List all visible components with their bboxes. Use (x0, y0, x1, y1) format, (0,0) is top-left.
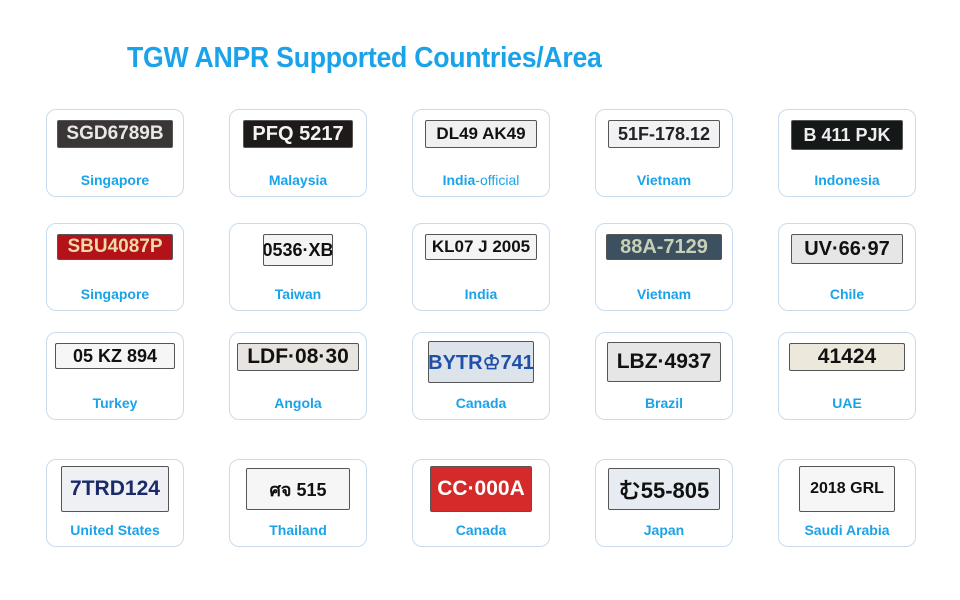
license-plate-image: 7TRD124 (61, 466, 169, 512)
country-label: India (413, 286, 549, 302)
country-name: Chile (829, 286, 865, 302)
country-card: ศจ 515 Thailand (229, 459, 367, 547)
country-name: Taiwan (274, 286, 322, 302)
country-label: Brazil (596, 395, 732, 411)
license-plate-image: BYTR♔741 (428, 341, 534, 383)
country-card: む55-805 Japan (595, 459, 733, 547)
country-label: Canada (413, 395, 549, 411)
country-card: KL07 J 2005 India (412, 223, 550, 311)
country-label: Thailand (230, 522, 366, 538)
country-card: SGD6789B Singapore (46, 109, 184, 197)
license-plate-image: LBZ·4937 (607, 342, 721, 382)
country-label: Chile (779, 286, 915, 302)
country-label: Taiwan (230, 286, 366, 302)
country-name: United States (70, 522, 160, 538)
license-plate-image: B 411 PJK (791, 120, 903, 150)
country-label: Angola (230, 395, 366, 411)
country-card: SBU4087P Singapore (46, 223, 184, 311)
license-plate-image: 51F-178.12 (608, 120, 720, 148)
country-label: Indonesia (779, 172, 915, 188)
country-card: LDF·08·30 Angola (229, 332, 367, 420)
country-name: Canada (455, 395, 507, 411)
license-plate-image: SGD6789B (57, 120, 173, 148)
country-label: India-official (413, 172, 549, 188)
country-label: Canada (413, 522, 549, 538)
license-plate-image: 88A-7129 (606, 234, 722, 260)
country-label: Singapore (47, 172, 183, 188)
country-card: LBZ·4937 Brazil (595, 332, 733, 420)
country-label: Singapore (47, 286, 183, 302)
page-title: TGW ANPR Supported Countries/Area (127, 42, 602, 74)
country-name: India (464, 286, 498, 302)
license-plate-image: む55-805 (608, 468, 720, 510)
country-label: Saudi Arabia (779, 522, 915, 538)
country-name: Thailand (269, 522, 327, 538)
country-name: Vietnam (636, 172, 692, 188)
country-label: UAE (779, 395, 915, 411)
country-name: Turkey (92, 395, 138, 411)
country-card: CC·000A Canada (412, 459, 550, 547)
license-plate-image: ศจ 515 (246, 468, 350, 510)
license-plate-image: 41424 (789, 343, 905, 371)
country-card: 05 KZ 894 Turkey (46, 332, 184, 420)
country-name: Malaysia (268, 172, 328, 188)
country-name: Japan (643, 522, 685, 538)
country-card: B 411 PJK Indonesia (778, 109, 916, 197)
country-label: United States (47, 522, 183, 538)
country-name: Canada (455, 522, 507, 538)
country-name: India (442, 172, 476, 188)
country-name: Singapore (80, 172, 150, 188)
license-plate-image: DL49 AK49 (425, 120, 537, 148)
license-plate-image: 0536·XB (263, 234, 333, 266)
country-name: Vietnam (636, 286, 692, 302)
license-plate-image: SBU4087P (57, 234, 173, 260)
country-card: DL49 AK49 India-official (412, 109, 550, 197)
country-card: 7TRD124 United States (46, 459, 184, 547)
license-plate-image: CC·000A (430, 466, 532, 512)
license-plate-image: PFQ 5217 (243, 120, 353, 148)
country-suffix: -official (475, 172, 520, 188)
country-card: UV·66·97 Chile (778, 223, 916, 311)
country-card: PFQ 5217 Malaysia (229, 109, 367, 197)
country-label: Japan (596, 522, 732, 538)
license-plate-image: UV·66·97 (791, 234, 903, 264)
country-label: Turkey (47, 395, 183, 411)
country-name: Saudi Arabia (804, 522, 890, 538)
country-label: Vietnam (596, 286, 732, 302)
country-name: UAE (832, 395, 862, 411)
country-label: Vietnam (596, 172, 732, 188)
country-name: Brazil (644, 395, 684, 411)
country-card: 41424 UAE (778, 332, 916, 420)
country-name: Singapore (80, 286, 150, 302)
license-plate-image: 05 KZ 894 (55, 343, 175, 369)
country-card: 2018 GRL Saudi Arabia (778, 459, 916, 547)
country-label: Malaysia (230, 172, 366, 188)
country-card: BYTR♔741 Canada (412, 332, 550, 420)
license-plate-image: KL07 J 2005 (425, 234, 537, 260)
country-name: Angola (274, 395, 322, 411)
country-card: 88A-7129 Vietnam (595, 223, 733, 311)
country-name: Indonesia (814, 172, 880, 188)
country-card: 51F-178.12 Vietnam (595, 109, 733, 197)
license-plate-image: 2018 GRL (799, 466, 895, 512)
license-plate-image: LDF·08·30 (237, 343, 359, 371)
country-card: 0536·XB Taiwan (229, 223, 367, 311)
